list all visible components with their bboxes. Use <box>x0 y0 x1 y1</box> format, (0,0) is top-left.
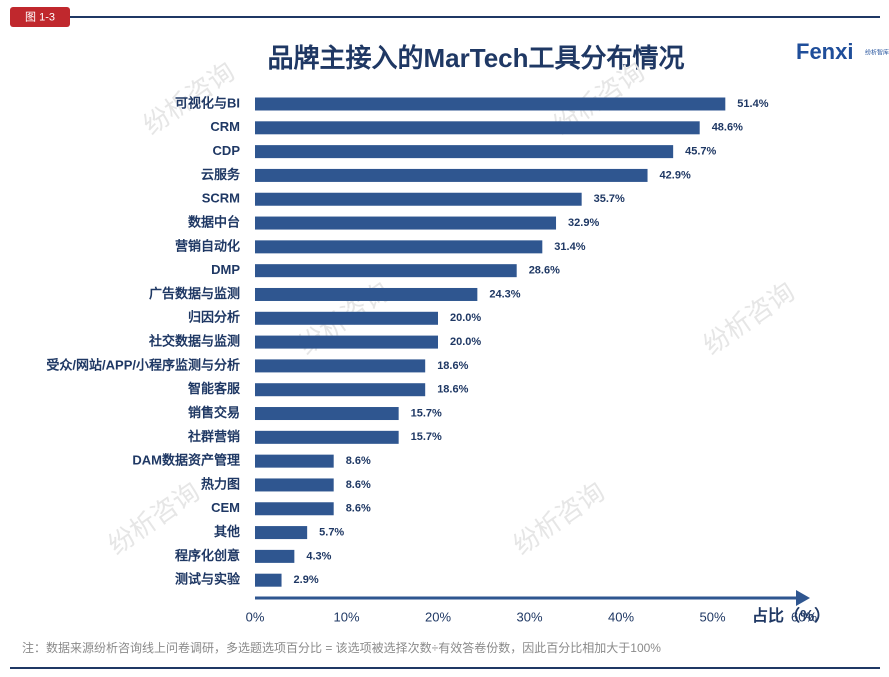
value-label: 31.4% <box>554 241 585 253</box>
value-label: 35.7% <box>594 193 625 205</box>
y-tick-label: DMP <box>211 262 240 277</box>
y-tick-label: 程序化创意 <box>175 548 240 563</box>
value-label: 8.6% <box>346 455 371 467</box>
bar <box>255 383 426 397</box>
bar <box>255 145 674 159</box>
logo-sub: 纷析智库 <box>865 49 889 57</box>
bar <box>255 311 438 325</box>
value-label: 20.0% <box>450 312 481 324</box>
value-label: 20.0% <box>450 336 481 348</box>
watermark: 纷析咨询 <box>698 276 800 360</box>
value-label: 28.6% <box>529 265 560 277</box>
y-tick-label: 归因分析 <box>188 310 240 325</box>
value-label: 42.9% <box>660 169 691 181</box>
y-tick-label: 社交数据与监测 <box>148 334 240 349</box>
value-label: 45.7% <box>685 146 716 158</box>
bar <box>255 430 399 444</box>
y-tick-label: 受众/网站/APP/小程序监测与分析 <box>46 357 240 372</box>
value-label: 8.6% <box>346 503 371 515</box>
value-label: 48.6% <box>712 122 743 134</box>
bar <box>255 549 295 563</box>
y-tick-label: CRM <box>210 119 240 134</box>
bar <box>255 526 308 540</box>
x-tick-label: 10% <box>333 609 359 624</box>
y-tick-label: SCRM <box>202 191 240 206</box>
bar <box>255 502 334 516</box>
x-axis-arrow <box>796 590 810 606</box>
y-tick-label: CEM <box>211 500 240 515</box>
x-tick-label: 0% <box>246 609 265 624</box>
footnote: 注：数据来源纷析咨询线上问卷调研，多选题选项百分比 = 该选项被选择次数÷有效答… <box>22 640 661 655</box>
value-label: 8.6% <box>346 479 371 491</box>
bar <box>255 454 334 468</box>
y-tick-label: 云服务 <box>201 167 241 182</box>
value-label: 51.4% <box>737 98 768 110</box>
x-tick-label: 40% <box>608 609 634 624</box>
bar <box>255 264 517 278</box>
y-tick-label: 热力图 <box>201 476 240 491</box>
bar <box>255 335 438 349</box>
y-tick-label: 智能客服 <box>188 381 241 396</box>
x-tick-label: 20% <box>425 609 451 624</box>
y-tick-label: 广告数据与监测 <box>149 286 240 301</box>
watermark: 纷析咨询 <box>508 476 610 560</box>
bar <box>255 287 478 301</box>
value-label: 32.9% <box>568 217 599 229</box>
bar <box>255 216 557 230</box>
bar <box>255 240 543 254</box>
y-tick-label: DAM数据资产管理 <box>132 453 240 468</box>
figure-tag <box>10 7 70 27</box>
bar <box>255 192 582 206</box>
bar <box>255 168 648 182</box>
bar <box>255 407 399 421</box>
y-tick-label: 可视化与BI <box>175 95 240 110</box>
value-label: 5.7% <box>319 526 344 538</box>
value-label: 15.7% <box>411 407 442 419</box>
y-tick-label: 销售交易 <box>188 405 240 420</box>
figure-label: 图 1-3 <box>25 10 55 23</box>
value-label: 4.3% <box>306 550 331 562</box>
bar <box>255 97 726 111</box>
bar <box>255 121 700 135</box>
x-tick-label: 30% <box>516 609 542 624</box>
chart-title: 品牌主接入的MarTech工具分布情况 <box>268 43 685 73</box>
y-tick-label: 数据中台 <box>188 214 240 229</box>
y-tick-label: CDP <box>213 143 241 158</box>
x-axis-label: 占比（%） <box>752 606 830 625</box>
value-label: 15.7% <box>411 431 442 443</box>
logo: Fenxi <box>796 39 853 64</box>
value-label: 18.6% <box>437 384 468 396</box>
value-label: 2.9% <box>294 574 319 586</box>
bar <box>255 359 426 373</box>
bar <box>255 573 282 587</box>
x-tick-label: 60% <box>791 609 817 624</box>
bar <box>255 478 334 492</box>
y-tick-label: 测试与实验 <box>175 572 241 587</box>
x-tick-label: 50% <box>699 609 725 624</box>
y-tick-label: 社群营销 <box>187 429 240 444</box>
y-tick-label: 其他 <box>214 524 240 539</box>
y-tick-label: 营销自动化 <box>175 238 240 253</box>
value-label: 24.3% <box>489 288 520 300</box>
value-label: 18.6% <box>437 360 468 372</box>
